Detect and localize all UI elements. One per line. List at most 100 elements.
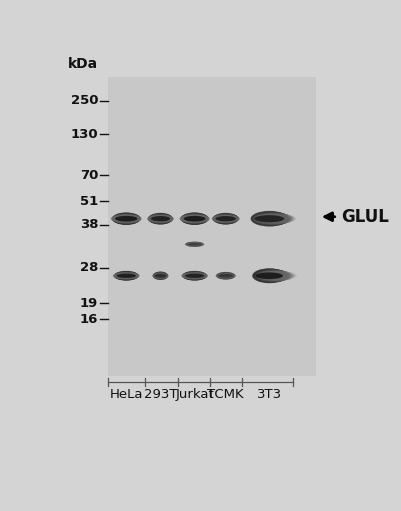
Ellipse shape xyxy=(252,212,291,225)
Ellipse shape xyxy=(148,214,173,224)
Ellipse shape xyxy=(259,271,297,281)
Ellipse shape xyxy=(154,274,166,277)
Ellipse shape xyxy=(153,272,168,280)
Text: 293T: 293T xyxy=(144,388,177,401)
Ellipse shape xyxy=(114,271,138,281)
Text: HeLa: HeLa xyxy=(109,388,143,401)
Ellipse shape xyxy=(216,273,236,278)
Ellipse shape xyxy=(182,271,207,281)
Ellipse shape xyxy=(215,273,236,278)
Ellipse shape xyxy=(252,268,286,283)
Ellipse shape xyxy=(153,272,168,280)
Ellipse shape xyxy=(180,214,210,223)
Ellipse shape xyxy=(181,272,208,279)
Ellipse shape xyxy=(111,214,141,224)
Ellipse shape xyxy=(216,273,236,279)
Ellipse shape xyxy=(216,272,235,279)
Ellipse shape xyxy=(182,272,208,280)
Ellipse shape xyxy=(153,271,168,280)
Ellipse shape xyxy=(252,212,292,225)
Ellipse shape xyxy=(112,213,140,225)
Ellipse shape xyxy=(257,271,295,281)
Ellipse shape xyxy=(180,213,209,224)
Ellipse shape xyxy=(255,270,292,282)
Text: 130: 130 xyxy=(71,128,98,141)
Text: 3T3: 3T3 xyxy=(257,388,282,401)
Ellipse shape xyxy=(153,271,168,280)
Ellipse shape xyxy=(152,272,168,279)
Ellipse shape xyxy=(212,215,240,223)
Ellipse shape xyxy=(182,271,207,280)
Ellipse shape xyxy=(254,214,296,224)
Ellipse shape xyxy=(147,214,174,223)
Ellipse shape xyxy=(253,213,294,224)
Ellipse shape xyxy=(185,273,205,278)
Ellipse shape xyxy=(112,213,141,224)
Ellipse shape xyxy=(255,214,297,223)
Ellipse shape xyxy=(153,272,168,280)
Ellipse shape xyxy=(147,215,174,222)
Ellipse shape xyxy=(111,214,141,224)
Ellipse shape xyxy=(111,215,142,223)
Ellipse shape xyxy=(113,272,139,280)
Text: kDa: kDa xyxy=(68,57,98,71)
Ellipse shape xyxy=(185,242,204,247)
Ellipse shape xyxy=(185,242,204,247)
Ellipse shape xyxy=(112,213,140,225)
Ellipse shape xyxy=(181,273,208,279)
Bar xyxy=(107,77,316,376)
Ellipse shape xyxy=(254,214,295,224)
Ellipse shape xyxy=(181,272,208,279)
Ellipse shape xyxy=(184,242,205,246)
Ellipse shape xyxy=(216,272,235,280)
Ellipse shape xyxy=(180,214,209,224)
Ellipse shape xyxy=(253,213,292,225)
Ellipse shape xyxy=(180,214,209,224)
Ellipse shape xyxy=(254,215,284,222)
Ellipse shape xyxy=(215,273,236,278)
Ellipse shape xyxy=(185,242,204,247)
Ellipse shape xyxy=(111,215,142,223)
Ellipse shape xyxy=(185,242,205,246)
Ellipse shape xyxy=(186,242,204,247)
Ellipse shape xyxy=(256,270,293,282)
Text: 70: 70 xyxy=(80,169,98,182)
Ellipse shape xyxy=(148,214,174,223)
Text: Jurkat: Jurkat xyxy=(175,388,214,401)
Ellipse shape xyxy=(113,272,140,280)
Ellipse shape xyxy=(152,273,169,279)
Ellipse shape xyxy=(181,213,209,225)
Ellipse shape xyxy=(216,272,235,280)
Ellipse shape xyxy=(148,213,173,224)
Ellipse shape xyxy=(113,271,139,280)
Ellipse shape xyxy=(251,211,288,226)
Ellipse shape xyxy=(254,269,289,283)
Ellipse shape xyxy=(113,272,139,280)
Ellipse shape xyxy=(148,214,173,224)
Ellipse shape xyxy=(180,215,210,223)
Ellipse shape xyxy=(256,270,294,282)
Ellipse shape xyxy=(184,243,205,246)
Ellipse shape xyxy=(113,273,140,279)
Ellipse shape xyxy=(212,214,239,223)
Ellipse shape xyxy=(217,272,235,280)
Ellipse shape xyxy=(148,213,173,224)
Ellipse shape xyxy=(182,272,207,280)
Ellipse shape xyxy=(211,215,240,222)
Ellipse shape xyxy=(115,216,138,222)
Ellipse shape xyxy=(251,212,290,226)
Ellipse shape xyxy=(152,273,169,278)
Ellipse shape xyxy=(213,214,239,224)
Text: 28: 28 xyxy=(80,262,98,274)
Ellipse shape xyxy=(182,271,207,281)
Ellipse shape xyxy=(179,215,210,223)
Ellipse shape xyxy=(147,215,174,223)
Ellipse shape xyxy=(215,216,236,221)
Ellipse shape xyxy=(216,272,236,279)
Ellipse shape xyxy=(211,215,240,222)
Ellipse shape xyxy=(152,273,169,278)
Ellipse shape xyxy=(151,216,170,221)
Ellipse shape xyxy=(111,214,142,223)
Ellipse shape xyxy=(111,214,142,223)
Ellipse shape xyxy=(212,214,239,223)
